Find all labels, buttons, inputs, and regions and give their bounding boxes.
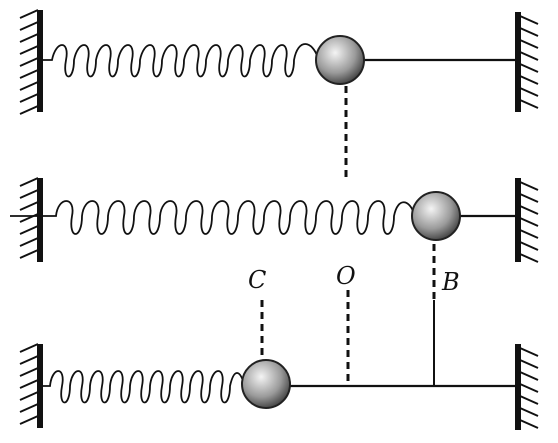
left-wall-bottom bbox=[19, 343, 43, 428]
spring-top bbox=[40, 43, 323, 78]
ball-top bbox=[315, 35, 365, 85]
ball-middle bbox=[411, 191, 461, 241]
ball-bottom bbox=[241, 359, 291, 409]
label-c: C bbox=[248, 266, 266, 294]
row-bottom bbox=[19, 343, 539, 430]
label-b: B bbox=[441, 268, 460, 296]
row-middle bbox=[10, 177, 539, 263]
right-wall-top bbox=[515, 12, 539, 112]
spring-bottom bbox=[40, 370, 245, 404]
right-wall-middle bbox=[515, 178, 539, 263]
spring-middle bbox=[10, 200, 415, 235]
row-top bbox=[19, 9, 539, 115]
right-wall-bottom bbox=[515, 344, 539, 430]
label-o: O bbox=[336, 262, 356, 290]
left-wall-middle bbox=[19, 177, 43, 262]
left-wall-top bbox=[19, 9, 43, 115]
